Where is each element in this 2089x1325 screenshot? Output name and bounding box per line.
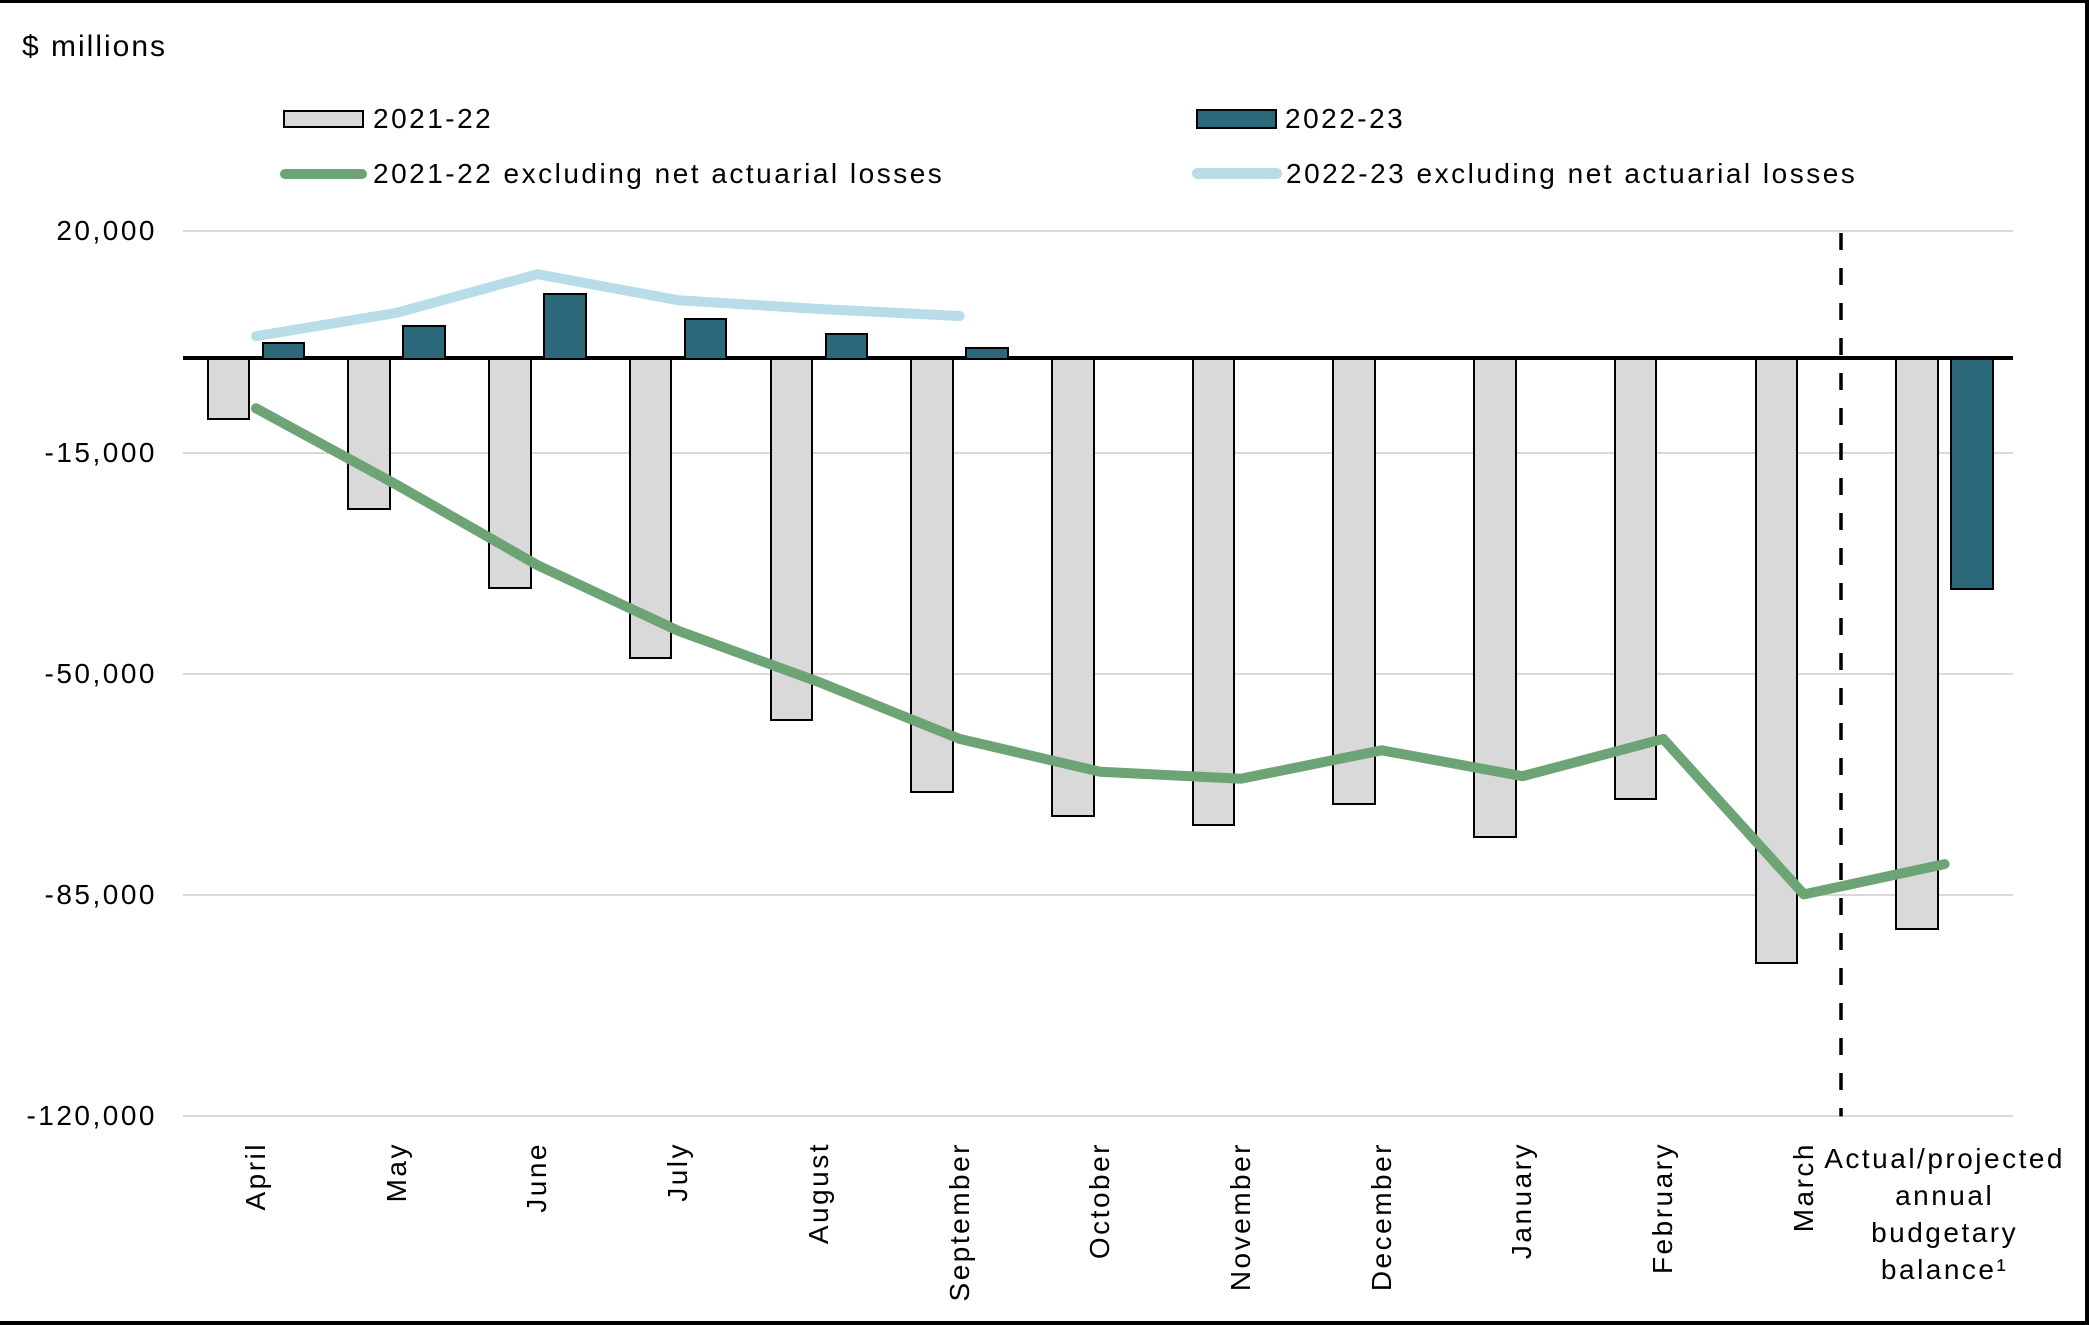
y-tick-label--85,000: -85,000: [44, 879, 157, 911]
x-label-june: June: [521, 1142, 553, 1213]
x-label-november: November: [1225, 1142, 1257, 1292]
bar-2022-23-August: [824, 333, 869, 360]
legend-swatch-2021-22: [283, 110, 364, 128]
y-gridline--15,000: [183, 451, 2013, 454]
zero-axis-line: [183, 355, 2013, 360]
bar-2021-22-April: [206, 357, 251, 421]
y-tick-label--15,000: -15,000: [44, 436, 157, 468]
legend-swatch-2022-23-excluding-line: [1192, 168, 1282, 179]
bar-2021-22-September: [910, 357, 954, 794]
bar-2022-23-April: [261, 341, 306, 360]
bar-2021-22-October: [1051, 357, 1095, 818]
x-label-may: May: [380, 1142, 412, 1203]
bar-2022-23-Actual/projected: [1950, 357, 1994, 590]
x-label-annual-balance: Actual/projected annual budgetary balance¹: [1824, 1143, 2066, 1285]
y-gridline--120,000: [183, 1115, 2013, 1118]
bar-2021-22-Actual/projected: [1895, 357, 1939, 930]
y-gridline--85,000: [183, 894, 2013, 897]
y-tick-label--120,000: -120,000: [26, 1100, 157, 1132]
legend-swatch-2022-23: [1196, 109, 1277, 129]
x-label-july: July: [662, 1142, 694, 1202]
bar-2021-22-December: [1332, 357, 1376, 805]
legend-swatch-2021-22-excluding-line: [280, 169, 367, 179]
bottom-border: [0, 1321, 2089, 1325]
legend-label-2021-22: 2021-22: [373, 103, 494, 134]
bar-2021-22-March: [1754, 357, 1799, 965]
x-label-january: January: [1506, 1142, 1538, 1260]
bar-2021-22-June: [488, 357, 532, 590]
bar-2022-23-June: [543, 293, 587, 360]
chart-title: $ millions: [22, 30, 168, 63]
right-border: [2085, 0, 2089, 1325]
legend-label-2022-23-excluding: 2022-23 excluding net actuarial losses: [1286, 158, 1858, 189]
bar-2021-22-January: [1473, 357, 1517, 838]
bar-2021-22-July: [628, 357, 673, 659]
bar-2021-22-November: [1191, 357, 1236, 826]
legend-label-2022-23: 2022-23: [1285, 103, 1406, 134]
x-label-april: April: [240, 1142, 271, 1211]
x-label-december: December: [1365, 1142, 1397, 1292]
bar-2022-23-May: [402, 324, 446, 360]
bar-2021-22-August: [769, 357, 814, 721]
bar-2022-23-July: [683, 317, 728, 360]
y-tick-label-20,000: 20,000: [56, 215, 157, 247]
x-label-september: September: [943, 1142, 975, 1302]
bar-2021-22-February: [1613, 357, 1658, 800]
y-tick-label--50,000: -50,000: [44, 657, 157, 689]
y-gridline--50,000: [183, 672, 2013, 675]
bar-2022-23-September: [965, 346, 1009, 360]
x-label-august: August: [802, 1142, 834, 1245]
y-gridline-20,000: [183, 230, 2013, 233]
x-label-october: October: [1084, 1142, 1116, 1260]
legend-label-2021-22-excluding: 2021-22 excluding net actuarial losses: [373, 158, 945, 189]
top-border: [0, 0, 2089, 3]
bar-2021-22-May: [347, 357, 391, 511]
x-label-february: February: [1647, 1142, 1679, 1275]
